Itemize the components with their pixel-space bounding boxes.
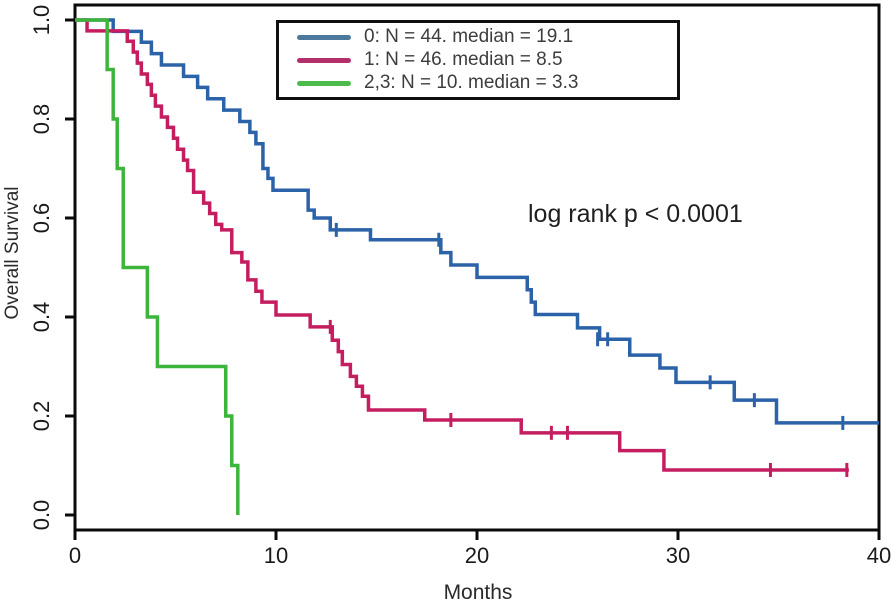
y-tick-label: 0.6	[29, 202, 54, 234]
legend-label: 0: N = 44. median = 19.1	[364, 26, 574, 47]
legend-swatch-blue	[297, 34, 351, 40]
legend-item-group-2-3: 2,3: N = 10. median = 3.3	[297, 72, 677, 94]
y-axis-title: Overall Survival	[2, 186, 23, 320]
legend-swatch-green	[297, 80, 351, 86]
y-tick-label: 1.0	[29, 4, 54, 36]
y-tick-label: 0.2	[29, 400, 54, 432]
x-tick-label: 30	[665, 543, 691, 568]
x-axis-title: Months	[443, 581, 513, 604]
y-tick-label: 0.0	[29, 499, 54, 531]
y-tick-label: 0.8	[29, 103, 54, 135]
legend-item-group-1: 1: N = 46. median = 8.5	[297, 49, 677, 71]
x-tick-label: 20	[464, 543, 490, 568]
x-tick-label: 10	[263, 543, 289, 568]
survival-curve-group-0	[75, 18, 879, 425]
legend: 0: N = 44. median = 19.1 1: N = 46. medi…	[276, 20, 680, 100]
legend-swatch-red	[297, 57, 351, 63]
legend-item-group-0: 0: N = 44. median = 19.1	[297, 26, 677, 48]
log-rank-annotation: log rank p < 0.0001	[528, 200, 743, 228]
x-tick-label: 0	[68, 543, 82, 568]
y-tick-label: 0.4	[29, 301, 54, 333]
survival-curve-group-2-3	[75, 18, 240, 515]
legend-label: 1: N = 46. median = 8.5	[364, 49, 563, 70]
survival-curve-group-1	[75, 18, 849, 472]
x-tick-label: 40	[866, 543, 891, 568]
legend-label: 2,3: N = 10. median = 3.3	[364, 72, 579, 93]
